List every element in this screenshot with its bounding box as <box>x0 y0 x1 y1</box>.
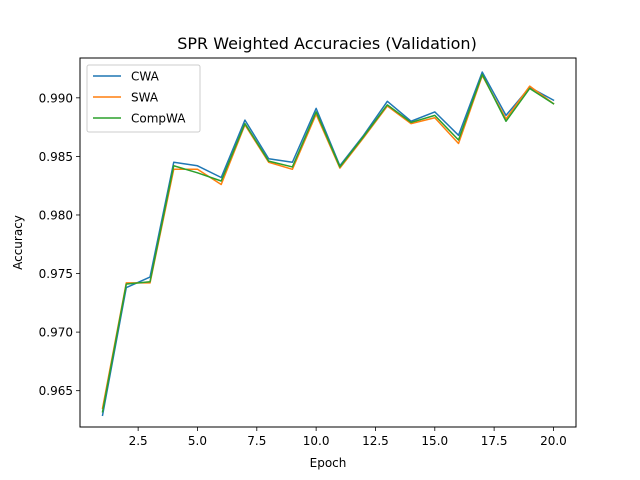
series-layer <box>101 71 555 417</box>
x-tick-label: 20.0 <box>540 434 567 448</box>
series-line-cwa <box>101 71 555 417</box>
y-tick-label: 0.970 <box>39 326 73 340</box>
ticks-layer: 2.5 5.0 7.5 10.0 12.5 15.0 17.5 20.0 0.965 0.970 0… <box>39 91 567 448</box>
y-tick-label: 0.990 <box>39 91 73 105</box>
legend: CWA SWA CompWA <box>86 64 201 133</box>
x-tick-label: 5.0 <box>188 434 207 448</box>
x-tick-label: 15.0 <box>421 434 448 448</box>
y-tick-label: 0.980 <box>39 208 73 222</box>
y-tick-label: 0.985 <box>39 150 73 164</box>
x-tick-label: 17.5 <box>481 434 508 448</box>
legend-label-swa: SWA <box>131 91 159 105</box>
x-tick-label: 2.5 <box>129 434 148 448</box>
x-tick-label: 10.0 <box>303 434 330 448</box>
chart-title: SPR Weighted Accuracies (Validation) <box>177 34 477 53</box>
y-tick-label: 0.975 <box>39 267 73 281</box>
legend-label-cwa: CWA <box>131 70 160 84</box>
y-axis-label: Accuracy <box>11 215 25 270</box>
series-line-compwa <box>101 73 555 413</box>
x-tick-label: 7.5 <box>247 434 266 448</box>
y-tick-label: 0.965 <box>39 384 73 398</box>
plot-frame <box>79 57 577 428</box>
legend-label-compwa: CompWA <box>131 112 186 126</box>
x-tick-label: 12.5 <box>362 434 389 448</box>
x-axis-label: Epoch <box>310 456 347 470</box>
legend-box <box>86 64 201 133</box>
